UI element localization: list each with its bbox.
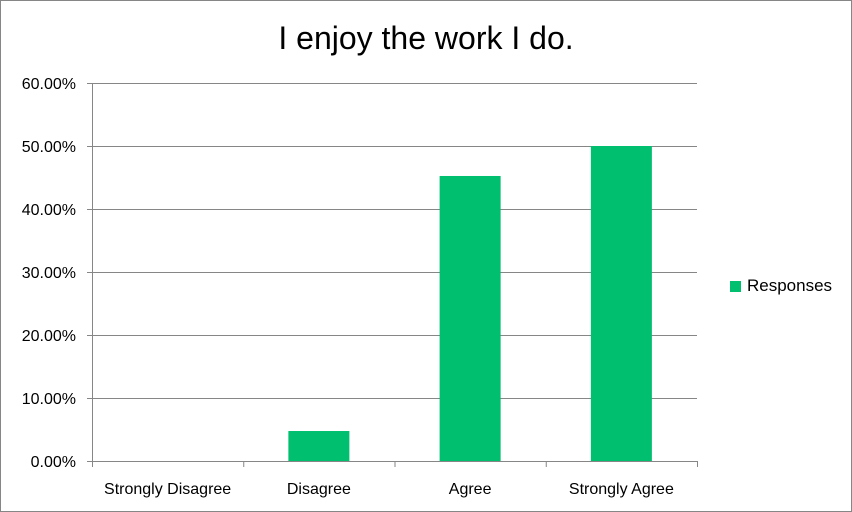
legend-swatch-responses xyxy=(730,280,741,292)
x-tick-label: Strongly Agree xyxy=(569,481,674,498)
y-tick-label: 40.00% xyxy=(22,202,76,219)
y-tick-labels: 0.00% 10.00% 20.00% 30.00% 40.00% 50.00% 60.00… xyxy=(22,76,76,471)
legend-label-responses: Responses xyxy=(747,276,833,295)
x-tick-label: Agree xyxy=(449,481,492,498)
y-tick-label: 0.00% xyxy=(31,454,76,471)
axes xyxy=(87,83,698,467)
y-tick-label: 10.00% xyxy=(22,391,76,408)
legend: Responses xyxy=(730,276,832,296)
x-tick-label: Disagree xyxy=(287,481,351,498)
y-tick-label: 60.00% xyxy=(22,76,76,93)
chart-title: I enjoy the work I do. xyxy=(278,20,574,56)
bars xyxy=(288,146,652,461)
bar-disagree xyxy=(288,431,350,461)
x-tick-labels: Strongly Disagree Disagree Agree Strongly A… xyxy=(104,481,674,498)
bar-agree xyxy=(439,175,501,461)
y-tick-label: 20.00% xyxy=(22,328,76,345)
x-tick-label: Strongly Disagree xyxy=(104,481,231,498)
y-tick-label: 30.00% xyxy=(22,265,76,282)
bar-strongly-agree xyxy=(590,146,652,461)
y-tick-label: 50.00% xyxy=(22,139,76,156)
